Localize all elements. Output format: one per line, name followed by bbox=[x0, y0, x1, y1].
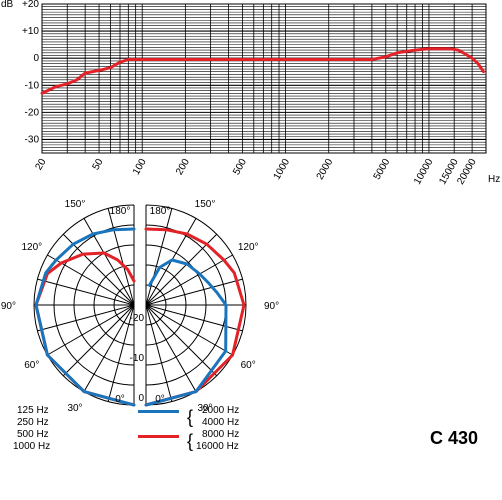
polar-radial-label: -10 bbox=[130, 353, 145, 364]
polar-angle-label: 120° bbox=[238, 242, 259, 253]
freq-x-tick-label: 20 bbox=[34, 157, 49, 173]
polar-curve-right bbox=[144, 227, 246, 407]
polar-angle-label: 150° bbox=[65, 200, 86, 210]
freq-y-tick-label: +20 bbox=[22, 0, 39, 10]
legend-red-swatch bbox=[138, 435, 179, 438]
polar-pattern-chart: 0° 0° 30° 30° 60° 60° 90° 90° 120° 120° 150° 150° 18… bbox=[1, 200, 279, 414]
polar-spoke bbox=[146, 304, 173, 402]
polar-radial-label: 0 bbox=[138, 393, 144, 404]
polar-spoke bbox=[146, 208, 173, 306]
polar-spoke bbox=[47, 304, 134, 356]
polar-angle-label: 0° bbox=[115, 394, 125, 405]
polar-curve-left bbox=[34, 227, 136, 407]
freq-plot-frame bbox=[41, 3, 487, 154]
polar-spoke bbox=[37, 278, 134, 306]
legend-blue-brace: { bbox=[187, 407, 194, 427]
polar-spoke bbox=[83, 304, 134, 392]
polar-spoke bbox=[37, 304, 134, 332]
legend-freq-125: 125 Hz bbox=[17, 405, 49, 416]
freq-y-unit-label: dB bbox=[1, 0, 14, 10]
freq-x-tick-label: 100 bbox=[131, 157, 149, 177]
microphone-spec-sheet: +20 +10 0 -10 -20 -30 dB 20 50 100 200 500 1000 2000 5… bbox=[0, 0, 502, 453]
polar-angle-label: 60° bbox=[241, 360, 256, 371]
polar-angle-label: 0° bbox=[155, 394, 165, 405]
polar-spoke bbox=[146, 304, 218, 377]
freq-y-tick-label: -20 bbox=[25, 107, 40, 118]
legend-red-brace: { bbox=[187, 431, 194, 451]
polar-curve-right bbox=[144, 258, 228, 407]
polar-spoke bbox=[62, 304, 134, 377]
legend-blue-swatch bbox=[138, 410, 179, 413]
polar-spoke bbox=[146, 254, 233, 306]
frequency-response-chart: +20 +10 0 -10 -20 -30 dB 20 50 100 200 500 1000 2000 5… bbox=[1, 0, 500, 187]
legend-freq-2000: 2000 Hz bbox=[202, 405, 240, 416]
polar-angle-label: 60° bbox=[24, 360, 39, 371]
polar-spoke bbox=[146, 304, 197, 392]
legend-freq-16000: 16000 Hz bbox=[196, 441, 239, 452]
freq-x-tick-label: 20000 bbox=[455, 157, 479, 187]
freq-x-tick-label: 1000 bbox=[272, 157, 293, 182]
polar-spoke bbox=[107, 208, 134, 306]
polar-radial-label: -20 bbox=[130, 313, 145, 324]
polar-angle-label: 180° bbox=[150, 206, 171, 217]
freq-response-curve bbox=[40, 47, 485, 95]
freq-y-tick-label: -10 bbox=[25, 80, 40, 91]
legend-freq-500: 500 Hz bbox=[17, 429, 49, 440]
freq-x-tick-label: 5000 bbox=[372, 157, 393, 182]
legend-freq-250: 250 Hz bbox=[17, 417, 49, 428]
polar-spoke bbox=[146, 304, 243, 332]
polar-angle-label: 90° bbox=[1, 301, 16, 312]
polar-angle-label: 90° bbox=[264, 301, 279, 312]
polar-spoke bbox=[146, 278, 243, 306]
legend-freq-4000: 4000 Hz bbox=[202, 417, 240, 428]
freq-x-unit-label: Hz bbox=[488, 174, 500, 185]
polar-spoke bbox=[107, 304, 134, 402]
freq-y-tick-label: +10 bbox=[22, 26, 39, 37]
polar-angle-label: 150° bbox=[195, 200, 216, 210]
model-label: C 430 bbox=[430, 428, 479, 448]
polar-angle-label: 120° bbox=[21, 242, 42, 253]
freq-x-tick-label: 2000 bbox=[315, 157, 336, 182]
polar-grid-right bbox=[146, 204, 247, 406]
polar-curve-left bbox=[34, 251, 136, 407]
polar-spoke bbox=[146, 304, 233, 356]
freq-x-tick-label: 10000 bbox=[412, 157, 436, 187]
freq-x-tick-label: 50 bbox=[91, 157, 106, 173]
freq-y-tick-label: -30 bbox=[25, 134, 40, 145]
legend-freq-1000: 1000 Hz bbox=[13, 441, 51, 452]
freq-y-tick-label: 0 bbox=[33, 53, 39, 64]
polar-spoke bbox=[146, 233, 218, 306]
polar-angle-label: 30° bbox=[67, 403, 82, 414]
polar-angle-label: 30° bbox=[197, 403, 212, 414]
polar-spoke bbox=[62, 233, 134, 306]
freq-x-tick-label: 500 bbox=[231, 157, 249, 177]
polar-angle-label: 180° bbox=[110, 206, 131, 217]
freq-x-tick-label: 200 bbox=[174, 157, 192, 177]
legend-freq-8000: 8000 Hz bbox=[202, 429, 240, 440]
